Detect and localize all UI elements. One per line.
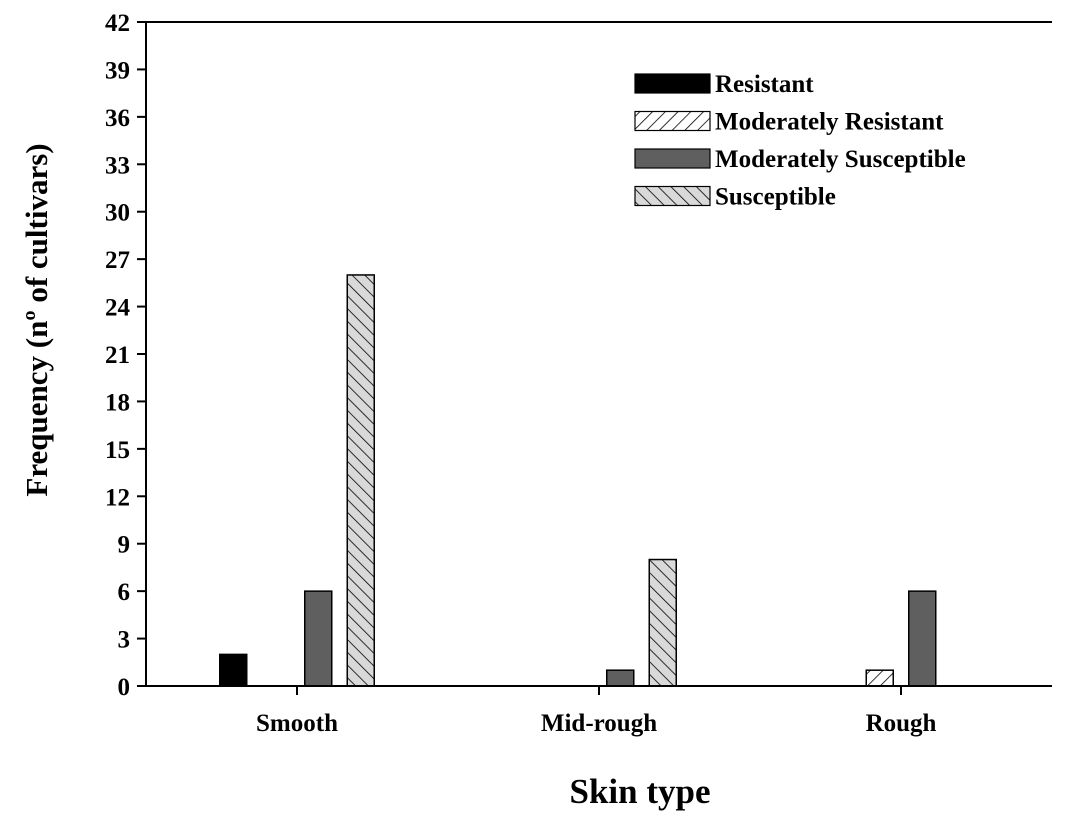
x-tick-label-mid-rough: Mid-rough (541, 710, 657, 737)
y-tick-label: 18 (105, 389, 130, 416)
y-tick-label: 9 (118, 532, 131, 559)
y-tick-label: 21 (105, 342, 130, 369)
y-tick-label: 24 (105, 295, 131, 322)
y-tick-label: 33 (105, 152, 130, 179)
y-tick-label: 6 (118, 579, 131, 606)
legend-label-moderately-susceptible: Moderately Susceptible (715, 146, 966, 173)
bar-rough-moderately-resistant (865, 669, 894, 687)
y-tick-label: 36 (105, 105, 130, 132)
y-tick-label: 27 (105, 247, 130, 274)
x-ticks: Smooth Mid-rough Rough (256, 686, 937, 737)
bar-smooth-susceptible (346, 274, 375, 687)
legend: Resistant Moderately Resistant Moderately … (634, 71, 966, 211)
y-tick-label: 3 (118, 627, 131, 654)
x-tick-label-rough: Rough (866, 710, 937, 737)
bar-mid-rough-moderately-susceptible (606, 669, 635, 687)
legend-swatch-susceptible (634, 185, 711, 207)
bar-smooth-moderately-susceptible (304, 590, 333, 687)
legend-swatch-moderately-susceptible (634, 148, 711, 169)
bar-mid-rough-susceptible (648, 558, 677, 687)
bar-smooth-resistant (219, 653, 248, 687)
y-tick-label: 0 (118, 674, 131, 701)
legend-label-moderately-resistant: Moderately Resistant (715, 109, 944, 136)
x-tick-label-smooth: Smooth (256, 710, 338, 737)
bars-layer (219, 274, 937, 687)
y-tick-label: 15 (105, 437, 130, 464)
legend-swatch-resistant (634, 73, 711, 94)
y-tick-label: 42 (105, 10, 130, 37)
x-axis-label: Skin type (569, 772, 710, 811)
legend-swatch-moderately-resistant (634, 110, 711, 132)
y-tick-label: 12 (105, 484, 130, 511)
legend-label-susceptible: Susceptible (715, 184, 836, 211)
y-axis-label: Frequency (nº of cultivars) (19, 143, 54, 496)
bar-rough-moderately-susceptible (908, 590, 937, 687)
y-tick-label: 30 (105, 200, 130, 227)
y-tick-label: 39 (105, 57, 130, 84)
legend-label-resistant: Resistant (715, 71, 814, 98)
